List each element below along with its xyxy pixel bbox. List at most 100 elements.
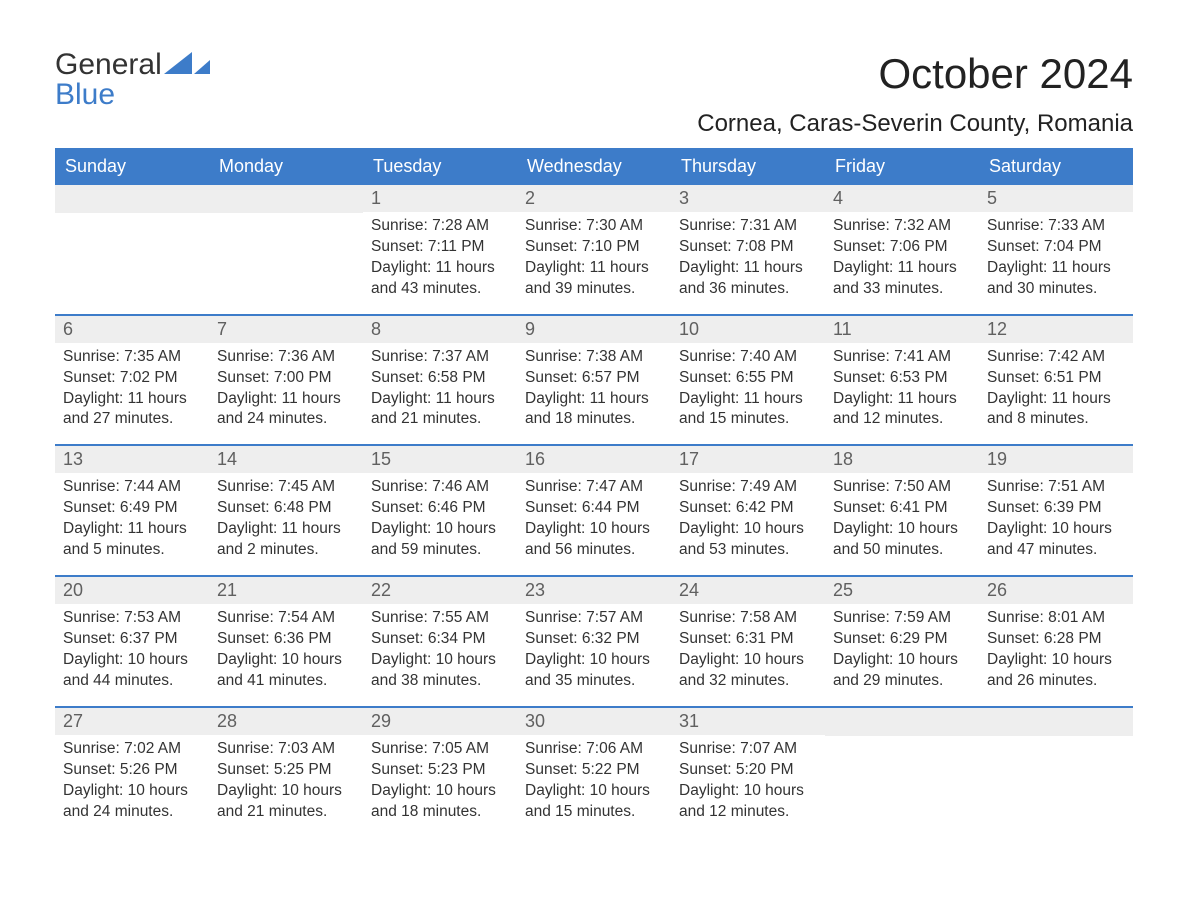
- day-line: Sunrise: 7:32 AM: [833, 216, 971, 237]
- day-line: Sunset: 6:44 PM: [525, 498, 663, 519]
- day-number: 23: [517, 577, 671, 604]
- day-body: Sunrise: 7:55 AMSunset: 6:34 PMDaylight:…: [363, 604, 517, 692]
- day-cell: 1Sunrise: 7:28 AMSunset: 7:11 PMDaylight…: [363, 185, 517, 314]
- day-line: Sunrise: 7:33 AM: [987, 216, 1125, 237]
- day-number: 14: [209, 446, 363, 473]
- day-line: Daylight: 11 hours: [679, 258, 817, 279]
- day-body: Sunrise: 7:38 AMSunset: 6:57 PMDaylight:…: [517, 343, 671, 431]
- logo-part2: Blue: [55, 78, 115, 111]
- day-cell: 21Sunrise: 7:54 AMSunset: 6:36 PMDayligh…: [209, 577, 363, 706]
- day-line: Sunrise: 7:55 AM: [371, 608, 509, 629]
- day-line: Sunrise: 7:51 AM: [987, 477, 1125, 498]
- day-line: Sunrise: 7:54 AM: [217, 608, 355, 629]
- day-line: and 39 minutes.: [525, 279, 663, 300]
- day-cell: 2Sunrise: 7:30 AMSunset: 7:10 PMDaylight…: [517, 185, 671, 314]
- day-body: Sunrise: 7:50 AMSunset: 6:41 PMDaylight:…: [825, 473, 979, 561]
- day-line: Daylight: 11 hours: [987, 389, 1125, 410]
- day-line: and 24 minutes.: [217, 409, 355, 430]
- day-cell: 4Sunrise: 7:32 AMSunset: 7:06 PMDaylight…: [825, 185, 979, 314]
- day-line: and 26 minutes.: [987, 671, 1125, 692]
- day-line: and 43 minutes.: [371, 279, 509, 300]
- day-line: Sunset: 6:58 PM: [371, 368, 509, 389]
- day-cell: 17Sunrise: 7:49 AMSunset: 6:42 PMDayligh…: [671, 446, 825, 575]
- day-line: Sunrise: 8:01 AM: [987, 608, 1125, 629]
- day-line: and 59 minutes.: [371, 540, 509, 561]
- day-line: and 47 minutes.: [987, 540, 1125, 561]
- day-line: Sunset: 7:00 PM: [217, 368, 355, 389]
- day-line: Sunset: 7:06 PM: [833, 237, 971, 258]
- day-line: Sunset: 7:08 PM: [679, 237, 817, 258]
- day-line: Daylight: 10 hours: [525, 650, 663, 671]
- day-line: Sunset: 5:20 PM: [679, 760, 817, 781]
- day-body: Sunrise: 7:57 AMSunset: 6:32 PMDaylight:…: [517, 604, 671, 692]
- day-line: Sunset: 6:39 PM: [987, 498, 1125, 519]
- day-line: Daylight: 11 hours: [217, 519, 355, 540]
- day-line: Daylight: 10 hours: [525, 519, 663, 540]
- day-body: Sunrise: 7:41 AMSunset: 6:53 PMDaylight:…: [825, 343, 979, 431]
- day-line: and 41 minutes.: [217, 671, 355, 692]
- day-cell: 30Sunrise: 7:06 AMSunset: 5:22 PMDayligh…: [517, 708, 671, 837]
- day-line: and 18 minutes.: [371, 802, 509, 823]
- week-row: 6Sunrise: 7:35 AMSunset: 7:02 PMDaylight…: [55, 314, 1133, 445]
- day-number: 10: [671, 316, 825, 343]
- day-body: Sunrise: 7:42 AMSunset: 6:51 PMDaylight:…: [979, 343, 1133, 431]
- day-number: 4: [825, 185, 979, 212]
- day-line: and 12 minutes.: [833, 409, 971, 430]
- day-body: Sunrise: 7:54 AMSunset: 6:36 PMDaylight:…: [209, 604, 363, 692]
- day-cell: 9Sunrise: 7:38 AMSunset: 6:57 PMDaylight…: [517, 316, 671, 445]
- day-number: 7: [209, 316, 363, 343]
- header: GeneralBlue October 2024 Cornea, Caras-S…: [55, 50, 1133, 138]
- day-line: Sunrise: 7:30 AM: [525, 216, 663, 237]
- day-line: Sunset: 6:42 PM: [679, 498, 817, 519]
- logo-text: GeneralBlue: [55, 50, 210, 110]
- day-body: Sunrise: 7:36 AMSunset: 7:00 PMDaylight:…: [209, 343, 363, 431]
- month-title: October 2024: [697, 50, 1133, 98]
- day-cell: 6Sunrise: 7:35 AMSunset: 7:02 PMDaylight…: [55, 316, 209, 445]
- day-line: and 15 minutes.: [525, 802, 663, 823]
- dow-row: Sunday Monday Tuesday Wednesday Thursday…: [55, 148, 1133, 185]
- logo: GeneralBlue: [55, 50, 210, 110]
- day-line: Sunset: 7:04 PM: [987, 237, 1125, 258]
- day-line: Daylight: 11 hours: [525, 258, 663, 279]
- day-line: Sunset: 5:25 PM: [217, 760, 355, 781]
- week-row: 27Sunrise: 7:02 AMSunset: 5:26 PMDayligh…: [55, 706, 1133, 837]
- day-line: Sunset: 6:49 PM: [63, 498, 201, 519]
- day-cell: 15Sunrise: 7:46 AMSunset: 6:46 PMDayligh…: [363, 446, 517, 575]
- day-body: Sunrise: 7:32 AMSunset: 7:06 PMDaylight:…: [825, 212, 979, 300]
- day-body: Sunrise: 7:35 AMSunset: 7:02 PMDaylight:…: [55, 343, 209, 431]
- day-body: Sunrise: 7:02 AMSunset: 5:26 PMDaylight:…: [55, 735, 209, 823]
- day-line: Sunrise: 7:49 AM: [679, 477, 817, 498]
- day-line: Daylight: 11 hours: [217, 389, 355, 410]
- day-line: Sunset: 6:34 PM: [371, 629, 509, 650]
- day-body: Sunrise: 7:40 AMSunset: 6:55 PMDaylight:…: [671, 343, 825, 431]
- day-line: and 21 minutes.: [371, 409, 509, 430]
- day-body: Sunrise: 8:01 AMSunset: 6:28 PMDaylight:…: [979, 604, 1133, 692]
- day-line: Sunrise: 7:35 AM: [63, 347, 201, 368]
- day-line: and 15 minutes.: [679, 409, 817, 430]
- day-cell: [825, 708, 979, 837]
- dow-wednesday: Wednesday: [517, 148, 671, 185]
- day-number: 29: [363, 708, 517, 735]
- day-line: Daylight: 10 hours: [679, 781, 817, 802]
- day-number: 15: [363, 446, 517, 473]
- day-number: 11: [825, 316, 979, 343]
- day-line: Daylight: 10 hours: [679, 519, 817, 540]
- day-line: and 12 minutes.: [679, 802, 817, 823]
- day-cell: 26Sunrise: 8:01 AMSunset: 6:28 PMDayligh…: [979, 577, 1133, 706]
- dow-tuesday: Tuesday: [363, 148, 517, 185]
- day-line: Sunrise: 7:44 AM: [63, 477, 201, 498]
- day-number: 12: [979, 316, 1133, 343]
- day-line: Sunset: 6:32 PM: [525, 629, 663, 650]
- day-body: Sunrise: 7:28 AMSunset: 7:11 PMDaylight:…: [363, 212, 517, 300]
- day-body: Sunrise: 7:30 AMSunset: 7:10 PMDaylight:…: [517, 212, 671, 300]
- day-line: Sunset: 7:02 PM: [63, 368, 201, 389]
- day-line: Sunrise: 7:59 AM: [833, 608, 971, 629]
- day-line: Sunset: 6:51 PM: [987, 368, 1125, 389]
- day-body: Sunrise: 7:45 AMSunset: 6:48 PMDaylight:…: [209, 473, 363, 561]
- week-row: 20Sunrise: 7:53 AMSunset: 6:37 PMDayligh…: [55, 575, 1133, 706]
- day-line: Sunset: 6:37 PM: [63, 629, 201, 650]
- day-line: and 27 minutes.: [63, 409, 201, 430]
- day-body: Sunrise: 7:51 AMSunset: 6:39 PMDaylight:…: [979, 473, 1133, 561]
- day-number: 8: [363, 316, 517, 343]
- day-line: Sunrise: 7:02 AM: [63, 739, 201, 760]
